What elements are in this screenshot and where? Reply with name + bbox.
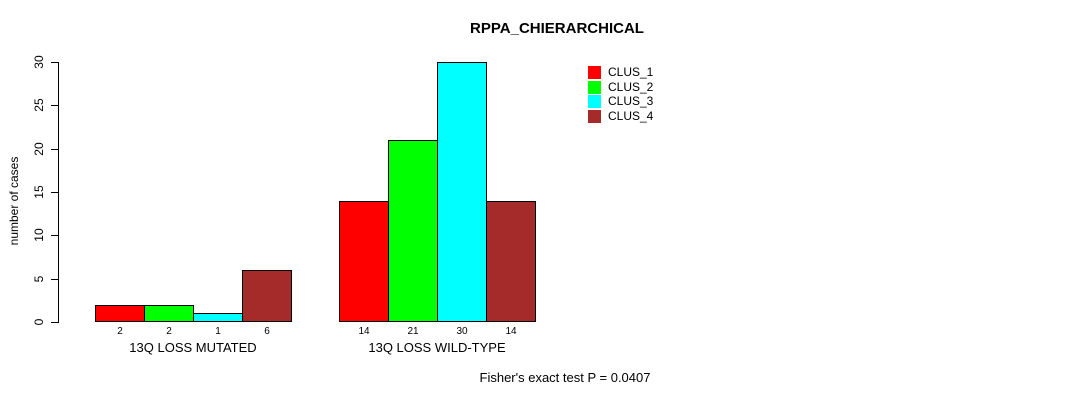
y-axis-tick-label-10: 10 <box>32 228 46 242</box>
y-axis-tick-30 <box>51 62 58 63</box>
legend-item-clus-3: CLUS_3 <box>588 95 653 108</box>
bar-value-label: 30 <box>456 326 468 337</box>
y-axis-line <box>58 62 59 323</box>
fisher-test-annotation: Fisher's exact test P = 0.0407 <box>479 370 651 385</box>
bar-value-label: 2 <box>166 326 172 337</box>
bar-value-label: 6 <box>264 326 270 337</box>
y-axis-tick-label-5: 5 <box>32 275 46 283</box>
bar-value-label: 14 <box>358 326 370 337</box>
legend-item-clus-1: CLUS_1 <box>588 66 653 79</box>
legend-label-clus-2: CLUS_2 <box>608 79 654 94</box>
y-axis-tick-20 <box>51 149 58 150</box>
bar-clus_2-wild-type <box>388 140 438 322</box>
y-axis-tick-label-0: 0 <box>32 318 46 326</box>
bar-clus_4-mutated <box>242 270 292 322</box>
legend-swatch-clus-2 <box>588 80 601 94</box>
legend-swatch-clus-4 <box>588 109 601 123</box>
bar-clus_4-wild-type <box>486 201 536 322</box>
legend-swatch-clus-1 <box>588 66 601 79</box>
bar-value-label: 1 <box>215 326 221 337</box>
bar-clus_1-mutated <box>95 305 145 322</box>
y-axis-tick-label-30: 30 <box>32 55 46 69</box>
y-axis-tick-10 <box>51 235 58 236</box>
x-category-label-wild-type: 13Q LOSS WILD-TYPE <box>368 340 506 355</box>
bar-clus_1-wild-type <box>339 201 389 322</box>
y-axis-tick-15 <box>51 192 58 193</box>
y-axis-tick-label-25: 25 <box>32 98 46 112</box>
bar-clus_3-wild-type <box>437 62 487 322</box>
legend-item-clus-4: CLUS_4 <box>588 108 654 123</box>
y-axis-tick-label-20: 20 <box>32 142 46 156</box>
bar-value-label: 2 <box>117 326 123 337</box>
bar-clus_3-mutated <box>193 313 243 322</box>
chart-title: RPPA_CHIERARCHICAL <box>470 20 644 37</box>
legend-label-clus-4: CLUS_4 <box>608 108 654 123</box>
legend-item-clus-2: CLUS_2 <box>588 79 654 94</box>
y-axis-tick-25 <box>51 105 58 106</box>
x-category-label-mutated: 13Q LOSS MUTATED <box>129 340 257 355</box>
bar-value-label: 21 <box>407 326 419 337</box>
bar-clus_2-mutated <box>144 305 194 322</box>
legend-label-clus-1: CLUS_1 <box>608 65 654 79</box>
bar-value-label: 14 <box>505 326 517 337</box>
legend-swatch-clus-3 <box>588 95 601 108</box>
legend-label-clus-3: CLUS_3 <box>608 94 654 108</box>
y-axis-tick-0 <box>51 322 58 323</box>
y-axis-tick-label-15: 15 <box>32 185 46 199</box>
y-axis-tick-5 <box>51 279 58 280</box>
legend: CLUS_1 CLUS_2 CLUS_3 CLUS_4 <box>588 66 653 124</box>
